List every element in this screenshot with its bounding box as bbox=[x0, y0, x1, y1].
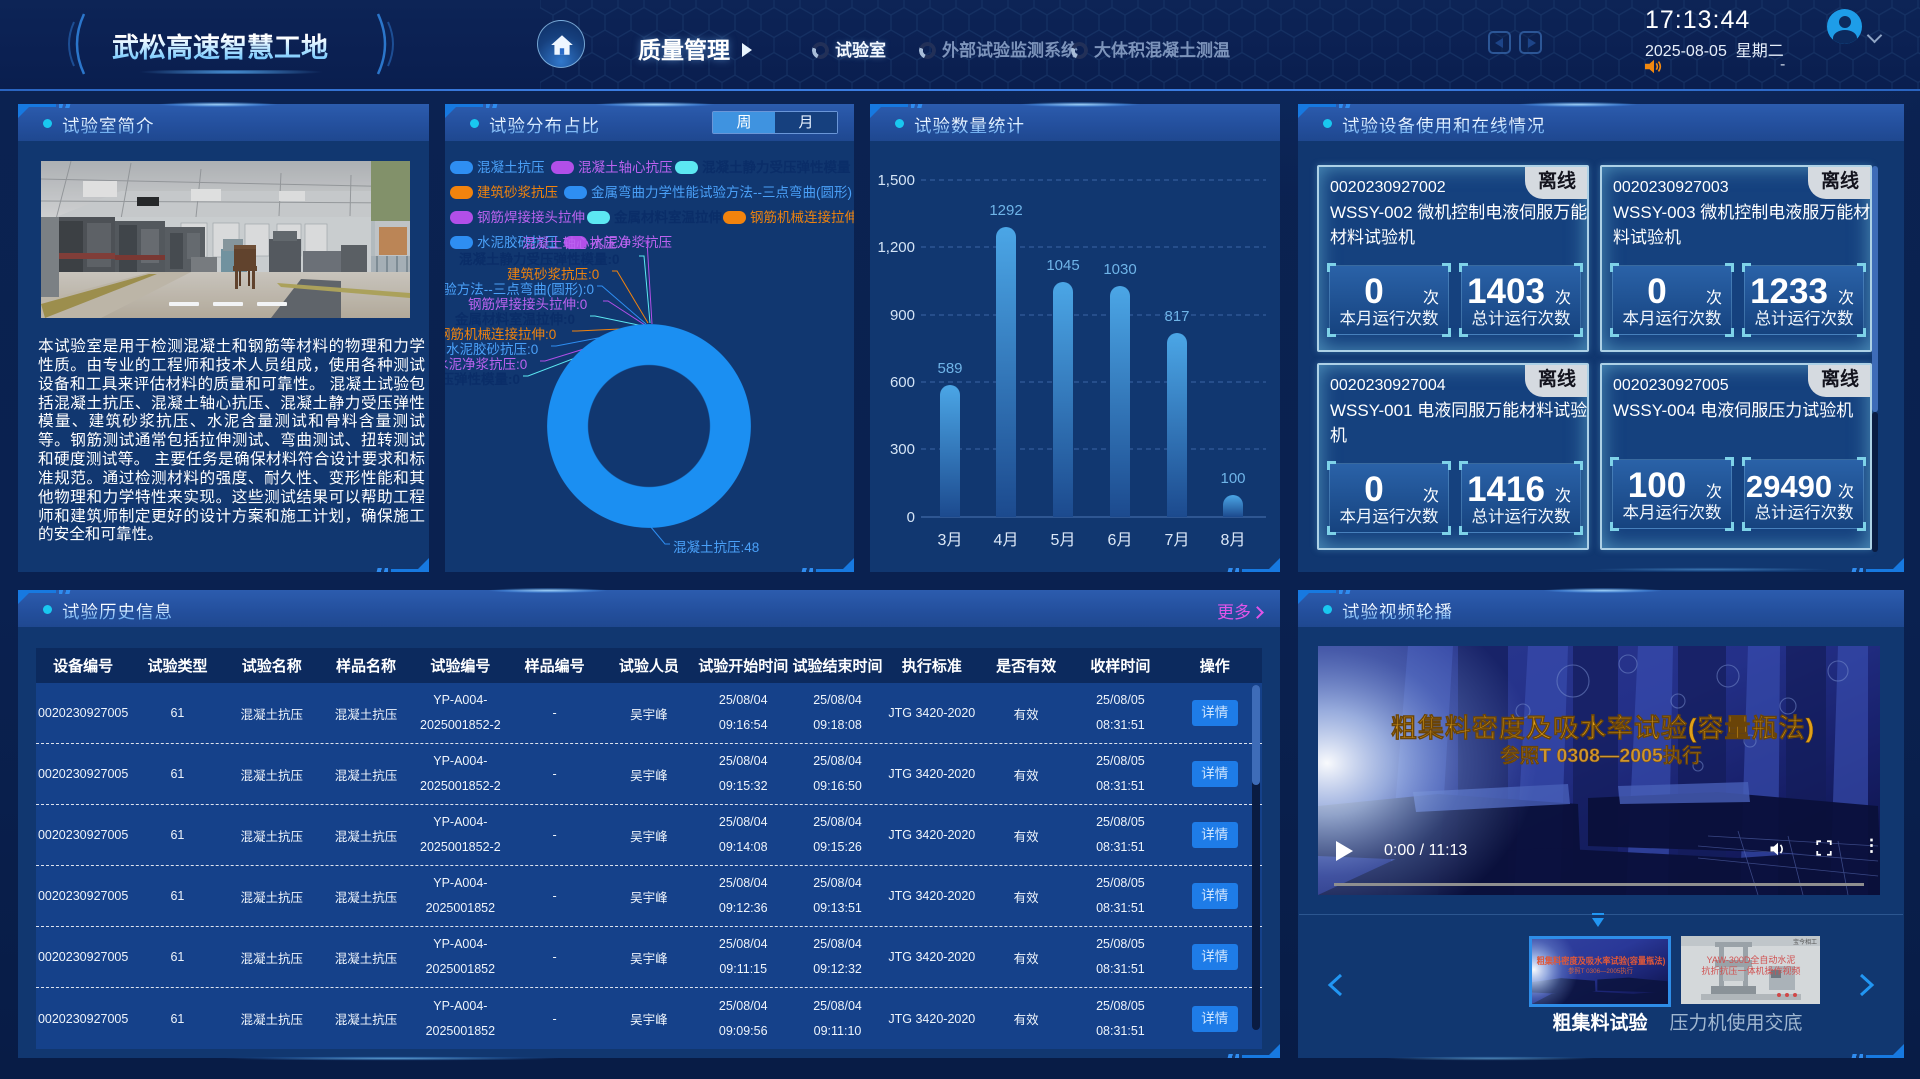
svg-text:5月: 5月 bbox=[1051, 532, 1076, 549]
svg-text:宝今相工: 宝今相工 bbox=[1793, 938, 1817, 946]
svg-text:1,500: 1,500 bbox=[877, 172, 915, 189]
svg-text:YAW-300D全自动水泥: YAW-300D全自动水泥 bbox=[1707, 954, 1796, 965]
svg-text:6月: 6月 bbox=[1108, 532, 1133, 549]
svg-text:1045: 1045 bbox=[1046, 257, 1079, 274]
svg-text:粗集料密度及吸水率试验(容量瓶法): 粗集料密度及吸水率试验(容量瓶法) bbox=[1537, 954, 1666, 965]
svg-text:1292: 1292 bbox=[989, 202, 1022, 219]
svg-text:参照T 0306—2005执行: 参照T 0306—2005执行 bbox=[1568, 966, 1633, 975]
svg-text:1030: 1030 bbox=[1103, 261, 1136, 278]
svg-text:4月: 4月 bbox=[994, 532, 1019, 549]
svg-text:抗折抗压一体机操作视频: 抗折抗压一体机操作视频 bbox=[1701, 965, 1800, 976]
svg-text:300: 300 bbox=[890, 441, 915, 458]
svg-text:粗集料密度及吸水率试验(容量瓶法): 粗集料密度及吸水率试验(容量瓶法) bbox=[1391, 713, 1815, 743]
svg-text:7月: 7月 bbox=[1165, 532, 1190, 549]
svg-text:900: 900 bbox=[890, 307, 915, 324]
svg-text:600: 600 bbox=[890, 374, 915, 391]
svg-text:参照T 0308—2005执行: 参照T 0308—2005执行 bbox=[1500, 744, 1702, 767]
svg-text:817: 817 bbox=[1164, 308, 1189, 325]
svg-text:1,200: 1,200 bbox=[877, 239, 915, 256]
svg-text:0: 0 bbox=[907, 509, 915, 526]
svg-text:8月: 8月 bbox=[1221, 532, 1246, 549]
svg-text:3月: 3月 bbox=[938, 532, 963, 549]
svg-text:589: 589 bbox=[937, 360, 962, 377]
svg-text:100: 100 bbox=[1220, 470, 1245, 487]
